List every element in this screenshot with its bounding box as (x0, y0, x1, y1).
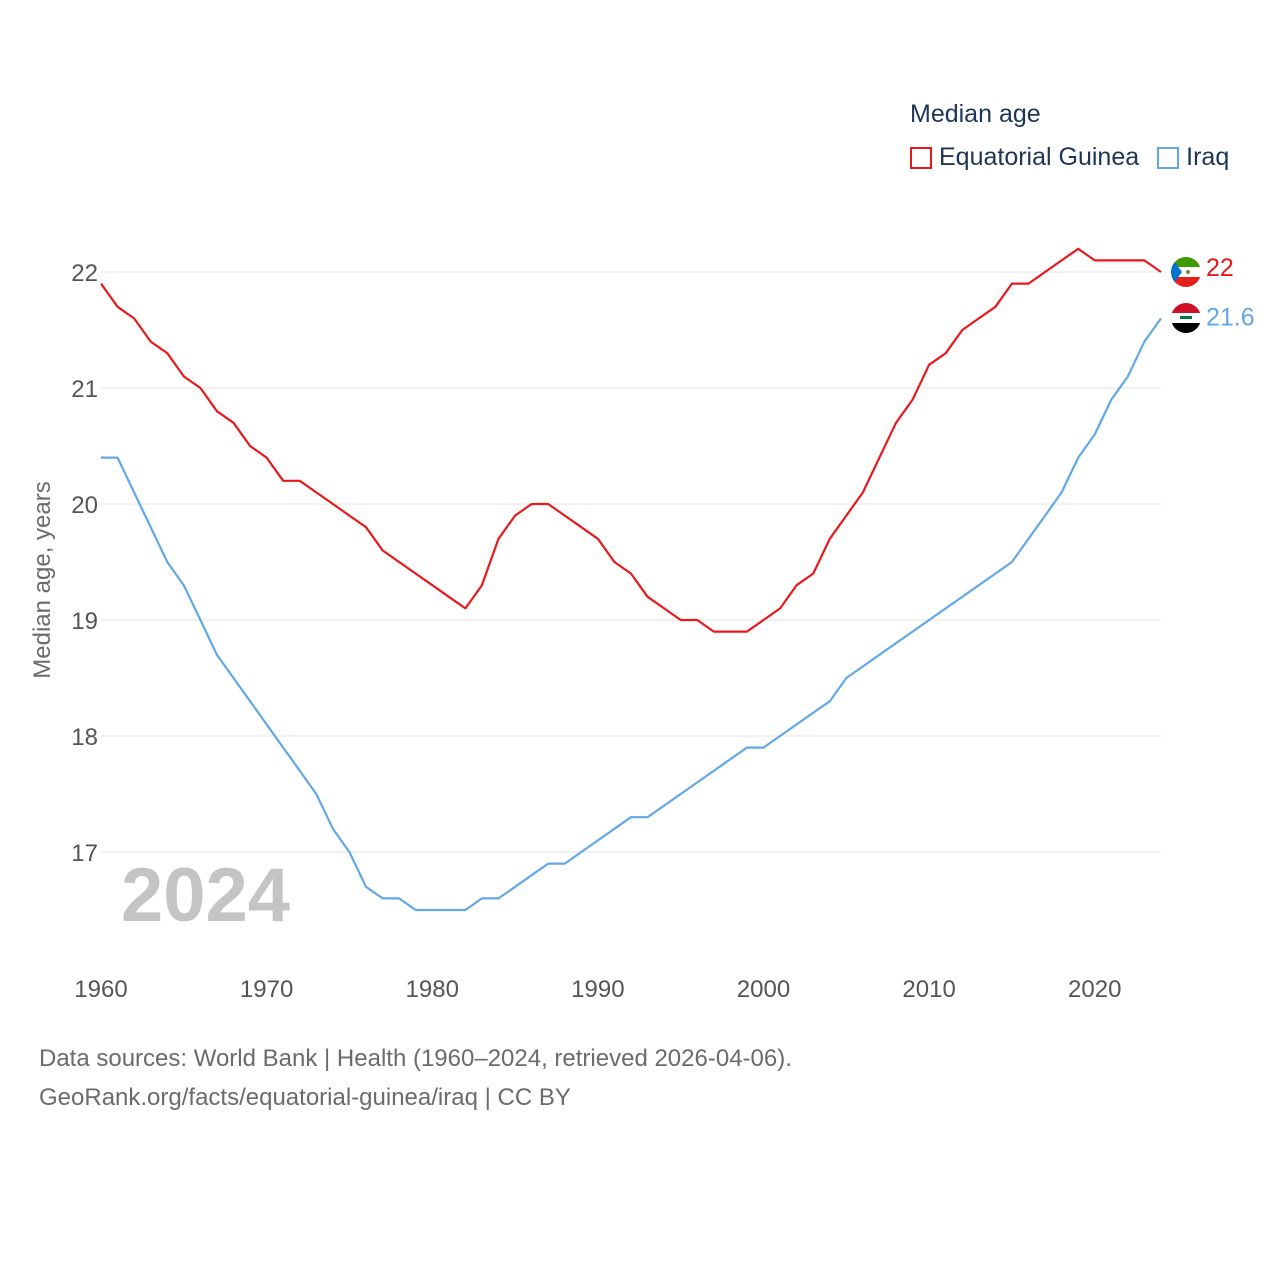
legend-title: Median age (910, 100, 1041, 128)
legend-item-iraq[interactable]: Iraq (1157, 143, 1229, 172)
series-line-iraq (101, 317, 1162, 912)
iraq-flag-icon (1171, 303, 1201, 333)
x-axis-ticks: 1960 1970 1980 1990 2000 2010 2020 (74, 976, 1121, 1003)
source-line-2[interactable]: GeoRank.org/facts/equatorial-guinea/iraq… (39, 1084, 571, 1111)
y-axis-label: Median age, years (29, 481, 56, 678)
legend-swatch-iraq (1157, 146, 1180, 169)
line-chart: 17 18 19 20 21 22 1960 1970 1980 1990 2000 2010 202… (29, 247, 1255, 1003)
end-label-equatorial-guinea: 22 (1206, 254, 1234, 282)
grid-lines (101, 271, 1161, 853)
y-tick-label-22: 22 (71, 260, 98, 287)
y-tick-label-19: 19 (71, 608, 98, 635)
x-tick-label-1960: 1960 (74, 976, 127, 1003)
legend-label-iraq: Iraq (1186, 143, 1230, 171)
x-tick-label-1990: 1990 (571, 976, 624, 1003)
end-label-iraq: 21.6 (1206, 303, 1255, 331)
series-line-equatorial-guinea (100, 247, 1162, 633)
series-lines (100, 247, 1162, 912)
y-tick-label-17: 17 (71, 840, 98, 867)
series-end-labels: 22 21.6 (1206, 254, 1255, 331)
x-tick-label-1970: 1970 (240, 976, 293, 1003)
legend-swatch-equatorial-guinea (910, 146, 932, 169)
y-tick-label-21: 21 (71, 376, 98, 403)
legend-item-equatorial-guinea[interactable]: Equatorial Guinea (910, 143, 1139, 172)
y-tick-label-18: 18 (71, 724, 98, 751)
x-tick-label-2020: 2020 (1068, 976, 1121, 1003)
equatorial-guinea-flag-icon (1171, 257, 1201, 287)
legend-label-equatorial-guinea: Equatorial Guinea (939, 143, 1140, 171)
legend: Equatorial Guinea Iraq (910, 143, 1247, 172)
y-axis-ticks: 17 18 19 20 21 22 (71, 260, 98, 867)
x-tick-label-2010: 2010 (902, 976, 955, 1003)
year-watermark: 2024 (121, 853, 291, 938)
source-line-1: Data sources: World Bank | Health (1960–… (39, 1045, 792, 1072)
x-tick-label-2000: 2000 (737, 976, 790, 1003)
y-tick-label-20: 20 (71, 492, 98, 519)
x-tick-label-1980: 1980 (406, 976, 459, 1003)
